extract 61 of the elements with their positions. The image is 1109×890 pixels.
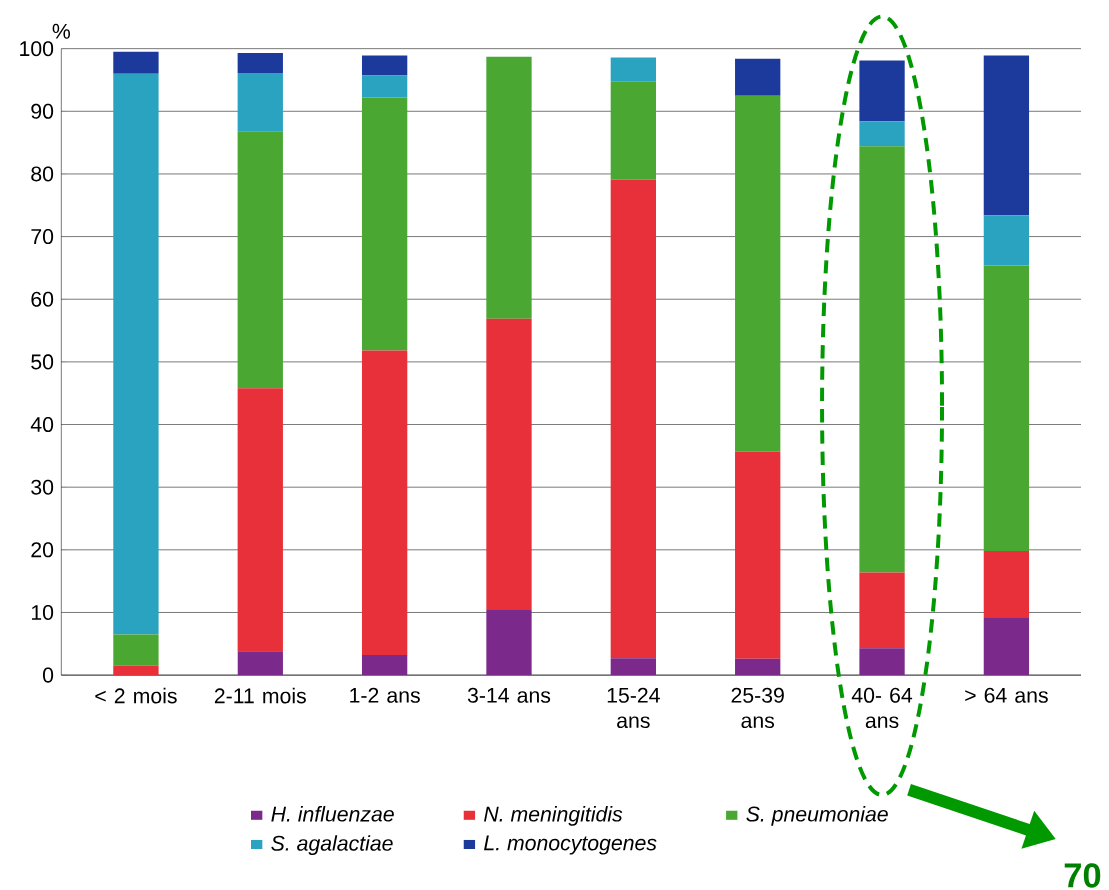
bar	[735, 58, 781, 96]
bar	[237, 53, 283, 74]
bar	[361, 350, 408, 656]
bar	[361, 75, 408, 98]
legend-label: L. monocytogenes	[484, 835, 657, 855]
bar	[610, 57, 656, 82]
legend-label: S. pneumoniae	[746, 806, 888, 826]
y-tick-label: 40	[30, 417, 54, 433]
legend-label: H. influenzae	[271, 806, 394, 822]
y-axis-title: %	[52, 23, 71, 39]
x-tick-label: 2-11 mois	[214, 687, 306, 704]
bar	[486, 610, 532, 676]
bar	[113, 51, 159, 74]
bar	[113, 73, 159, 635]
x-tick-label: 1-2 ans	[350, 687, 420, 703]
bar	[237, 388, 283, 652]
bar	[983, 55, 1030, 216]
bar	[983, 618, 1030, 676]
bar	[859, 648, 905, 676]
bar	[237, 131, 283, 389]
legend-label: S. agalactiae	[271, 835, 393, 856]
bar	[610, 179, 656, 659]
y-tick-label: 60	[31, 291, 54, 307]
bar	[113, 665, 159, 676]
bar	[735, 451, 781, 659]
bar	[237, 651, 283, 676]
bar	[983, 215, 1030, 266]
bar	[237, 73, 283, 132]
bar	[486, 318, 532, 611]
x-tick-label: 40- 64 ans	[851, 687, 913, 729]
bar	[859, 146, 905, 573]
y-tick-label: 50	[31, 354, 54, 370]
bar	[983, 265, 1030, 552]
x-tick-label: 3-14 ans	[467, 687, 551, 703]
y-tick-label: 90	[31, 103, 54, 119]
bar	[610, 658, 656, 676]
bar	[361, 655, 408, 676]
y-tick-label: 70	[31, 229, 54, 245]
y-tick-label: 80	[31, 166, 54, 182]
bar	[486, 56, 532, 319]
y-tick-label: 30	[31, 479, 54, 495]
x-tick-label: < 2 mois	[95, 687, 177, 704]
y-tick-label: 100	[20, 41, 54, 57]
bar	[113, 634, 159, 666]
legend-label: N. meningitidis	[484, 806, 623, 826]
x-tick-label: 25-39 ans	[731, 687, 784, 729]
bar	[859, 121, 905, 147]
y-tick-label: 20	[31, 542, 54, 558]
bar	[735, 658, 781, 676]
bar	[610, 81, 656, 180]
bar	[983, 551, 1030, 619]
bar	[361, 55, 408, 76]
bar	[859, 60, 905, 122]
x-tick-label: > 64 ans	[965, 687, 1048, 703]
text: 70	[1064, 863, 1101, 888]
bar	[361, 97, 408, 351]
x-tick-label: 15-24 ans	[607, 687, 660, 729]
bar	[735, 95, 781, 452]
y-tick-label: 10	[31, 605, 54, 621]
y-tick-label: 0	[42, 667, 54, 683]
bar	[859, 572, 905, 649]
